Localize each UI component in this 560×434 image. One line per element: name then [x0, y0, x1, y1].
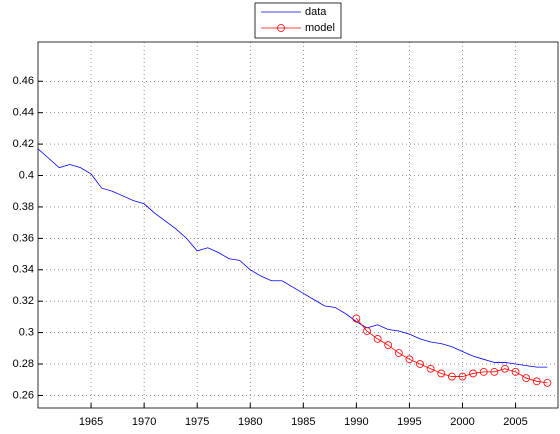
y-tick-label: 0.3 [19, 327, 34, 339]
legend-marker [277, 24, 285, 32]
marker [479, 367, 488, 376]
series-line [37, 148, 548, 368]
marker [426, 364, 435, 373]
y-tick-label: 0.42 [13, 138, 34, 150]
y-tick-label: 0.44 [13, 107, 34, 119]
axes-box [37, 41, 559, 409]
y-tick-label: 0.46 [13, 75, 34, 87]
legend-label: data [305, 6, 327, 18]
y-tick-label: 0.38 [13, 201, 34, 213]
series-line [356, 318, 548, 384]
x-tick-label: 1975 [185, 416, 209, 428]
marker [543, 378, 552, 387]
marker [394, 349, 403, 357]
y-tick-label: 0.4 [19, 169, 34, 181]
x-tick-label: 1995 [397, 416, 421, 428]
marker [352, 314, 361, 323]
x-tick-label: 1980 [238, 416, 262, 428]
y-tick-label: 0.26 [13, 389, 34, 401]
y-tick-label: 0.32 [13, 295, 34, 307]
x-tick-label: 1990 [344, 416, 368, 428]
marker [458, 372, 467, 381]
marker [447, 372, 456, 381]
marker [490, 367, 499, 376]
x-tick-label: 1965 [79, 416, 103, 428]
legend-label: model [305, 22, 335, 34]
y-tick-label: 0.28 [13, 358, 34, 370]
marker [405, 355, 414, 364]
marker [437, 369, 446, 378]
marker [363, 327, 371, 335]
marker [373, 334, 382, 343]
y-tick-label: 0.36 [13, 232, 34, 244]
marker [384, 341, 393, 350]
x-tick-label: 2005 [503, 416, 527, 428]
legend-box [254, 2, 342, 39]
marker [511, 367, 520, 376]
plot-area [38, 42, 558, 408]
x-tick-label: 1985 [291, 416, 315, 428]
marker [522, 374, 531, 383]
marker [532, 377, 541, 386]
y-tick-label: 0.34 [13, 264, 34, 276]
marker [416, 360, 424, 368]
legend: data model [254, 2, 342, 39]
x-tick-label: 2000 [450, 416, 474, 428]
marker [469, 369, 478, 378]
marker [501, 364, 509, 373]
x-tick-label: 1970 [132, 416, 156, 428]
